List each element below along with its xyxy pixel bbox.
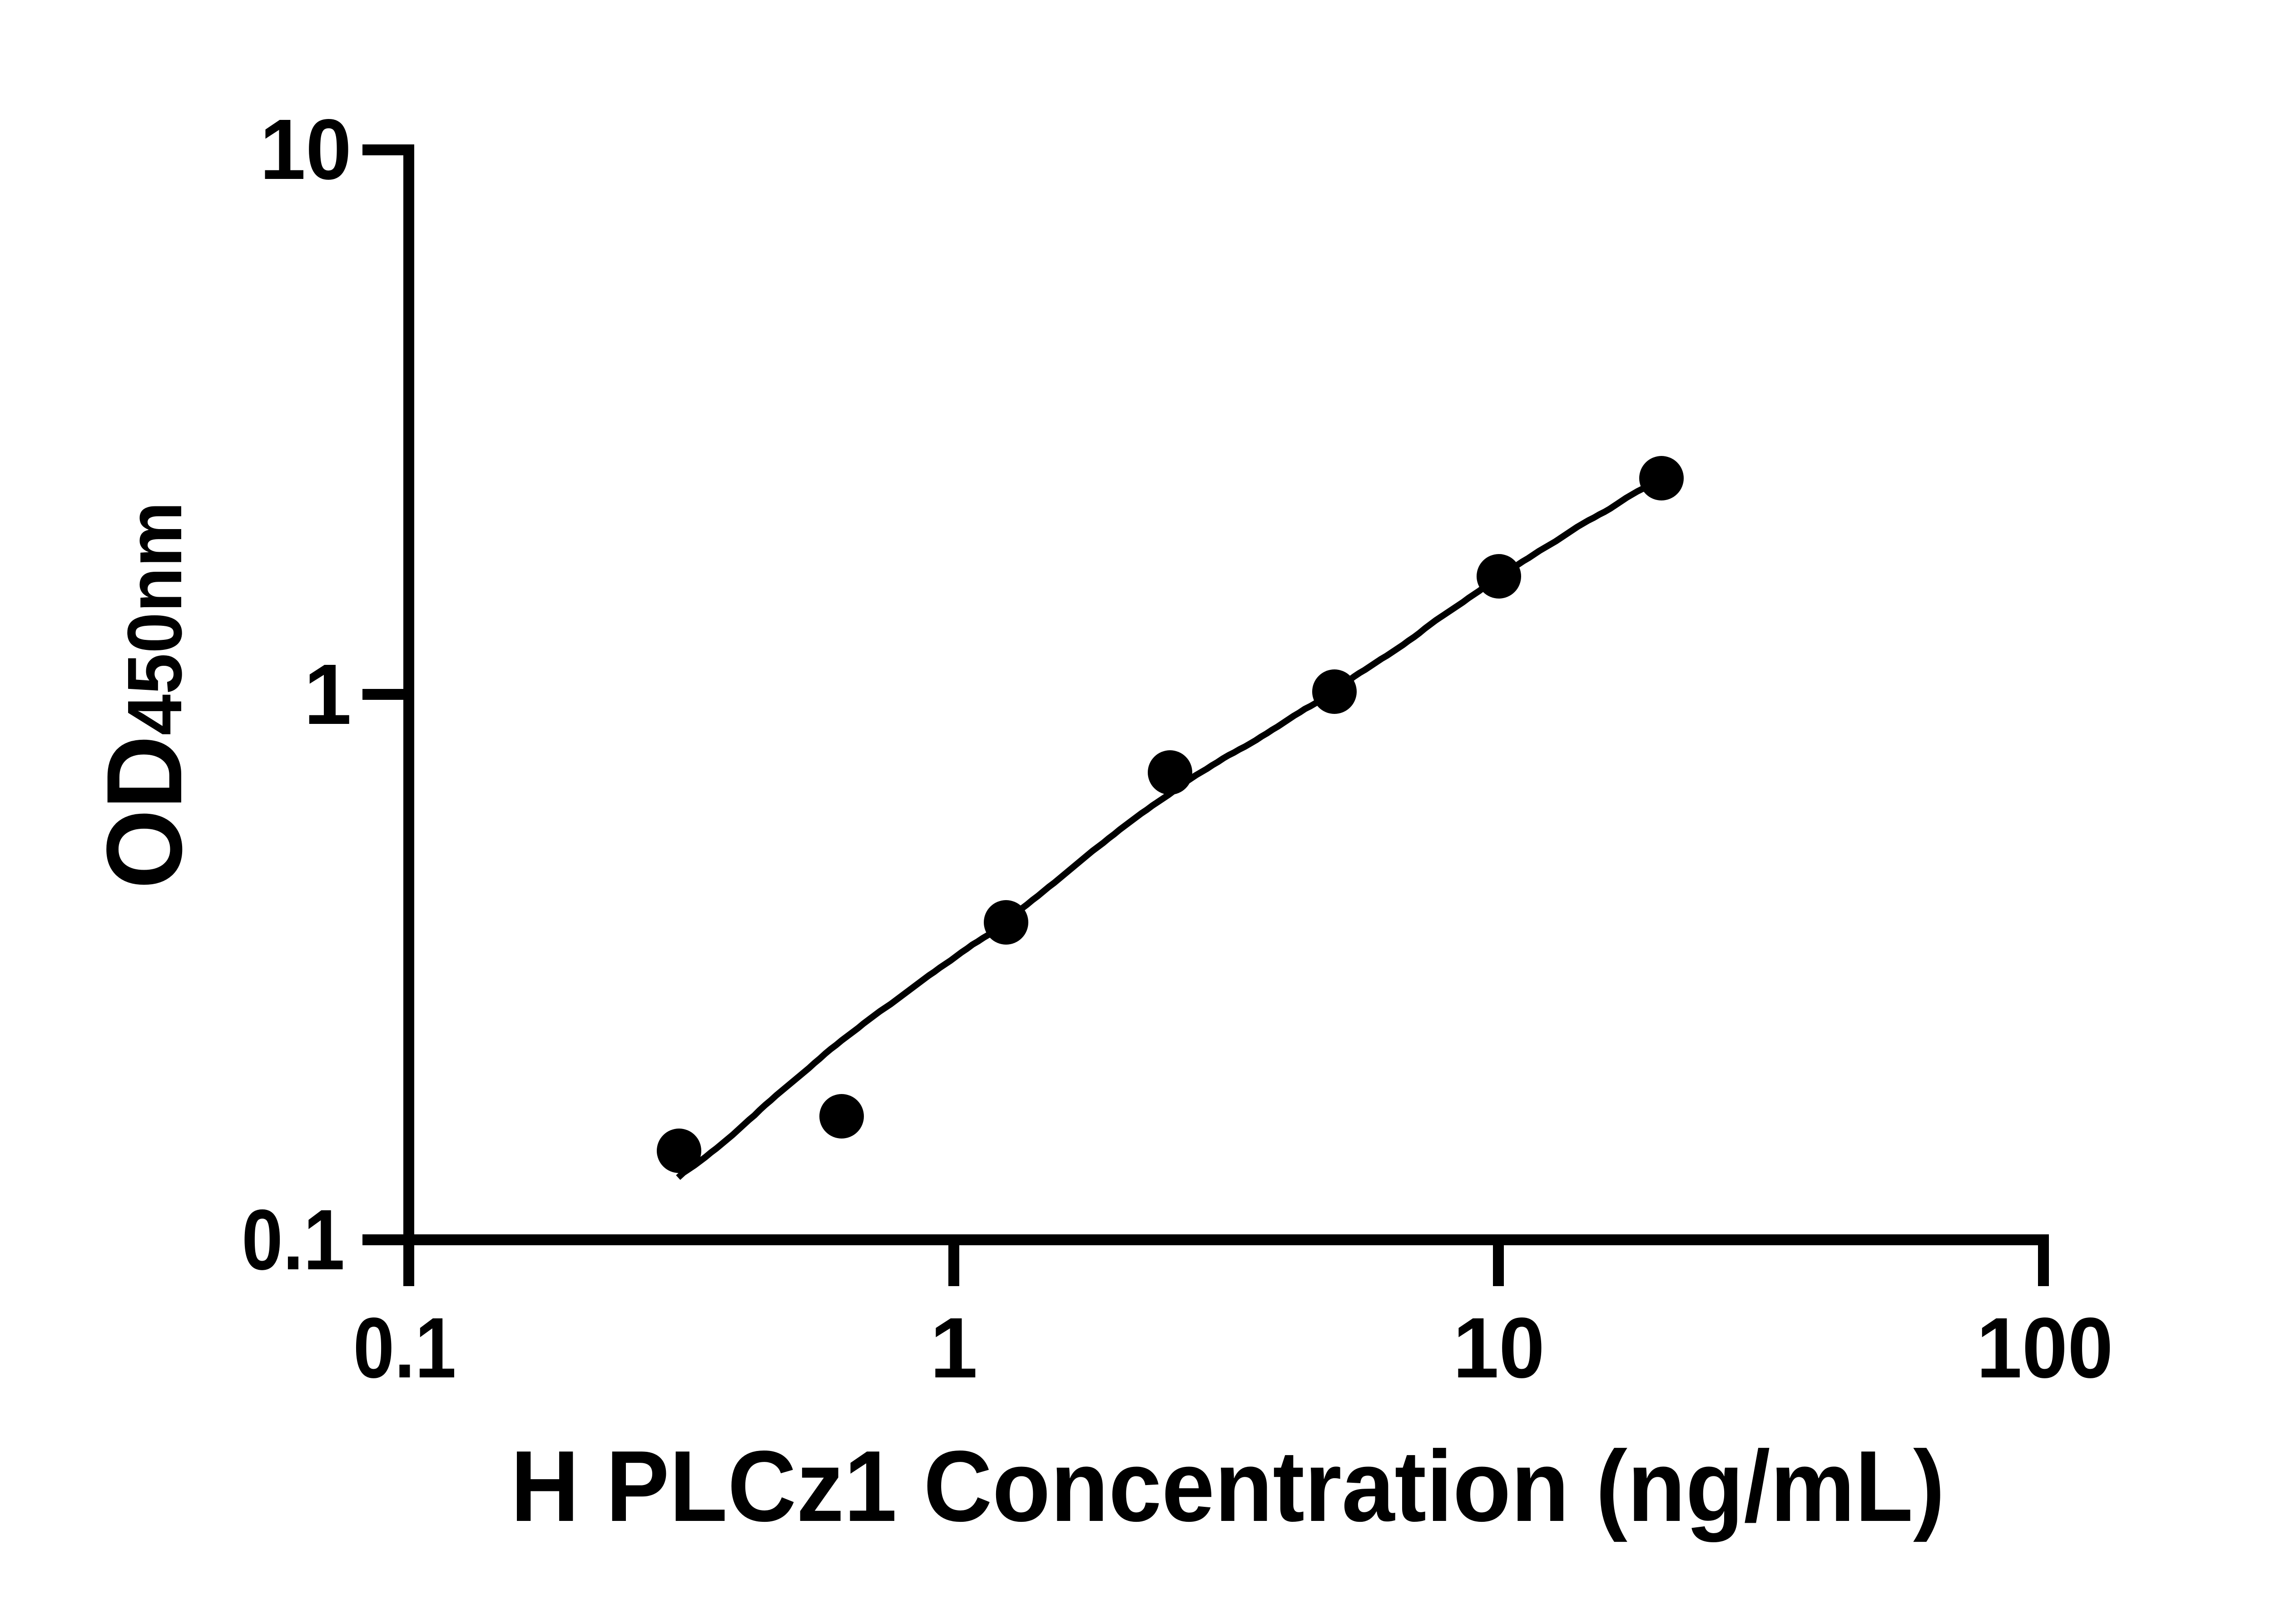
- svg-text:H PLCz1 Concentration (ng/mL): H PLCz1 Concentration (ng/mL): [511, 1430, 1945, 1543]
- svg-text:OD450nm: OD450nm: [84, 502, 204, 889]
- svg-text:100: 100: [1977, 1300, 2113, 1396]
- svg-text:10: 10: [260, 102, 352, 198]
- svg-text:10: 10: [1453, 1300, 1545, 1396]
- svg-text:0.1: 0.1: [353, 1300, 456, 1396]
- svg-text:1: 1: [304, 647, 352, 743]
- svg-text:0.1: 0.1: [242, 1192, 345, 1288]
- svg-text:1: 1: [930, 1300, 977, 1396]
